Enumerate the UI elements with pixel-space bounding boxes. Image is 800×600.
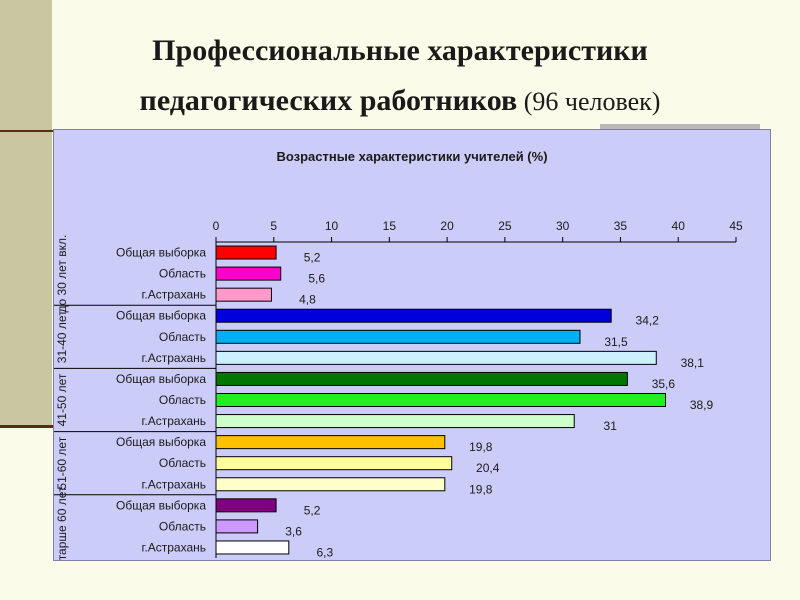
bar-category-label: г.Астрахань — [141, 288, 206, 302]
x-tick-label: 25 — [498, 219, 512, 233]
bar-value-label: 4,8 — [299, 293, 316, 307]
bar-category-label: г.Астрахань — [141, 477, 206, 491]
bar — [215, 371, 628, 386]
x-tick-label: 15 — [383, 219, 397, 233]
bar-category-label: Общая выборка — [116, 372, 206, 386]
slide-title-line2-normal: (96 человек) — [517, 87, 661, 116]
group-label: 41-50 лет — [55, 373, 69, 426]
bar-category-label: Общая выборка — [116, 309, 206, 323]
bar-category-label: Общая выборка — [116, 498, 206, 512]
bar-value-label: 38,9 — [690, 398, 714, 412]
decor-grey-bar — [600, 124, 760, 130]
bar-category-label: г.Астрахань — [141, 351, 206, 365]
slide-title-line1: Профессиональные характеристики — [152, 34, 648, 67]
group-label: 31-40 лет — [55, 310, 69, 363]
bar-category-label: г.Астрахань — [141, 540, 206, 554]
bar-value-label: 5,2 — [304, 251, 321, 265]
bar — [215, 245, 277, 260]
chart-title: Возрастные характеристики учителей (%) — [276, 149, 547, 164]
group-label: 51-60 лет — [55, 436, 69, 489]
bar-category-label: г.Астрахань — [141, 414, 206, 428]
bar-category-label: Общая выборка — [116, 435, 206, 449]
bar — [215, 308, 612, 323]
bar-category-label: Область — [159, 456, 206, 470]
x-tick-label: 35 — [614, 219, 628, 233]
slide-title-line2: педагогических работников (96 человек) — [0, 84, 800, 118]
bar — [215, 329, 581, 344]
bar-category-label: Область — [159, 330, 206, 344]
bar-value-label: 19,8 — [469, 482, 493, 496]
bar-category-label: Область — [159, 267, 206, 281]
bar-value-label: 35,6 — [652, 377, 676, 391]
x-tick-label: 20 — [440, 219, 454, 233]
x-tick-label: 40 — [672, 219, 686, 233]
x-tick-label: 30 — [556, 219, 570, 233]
bar — [215, 477, 446, 492]
slide-title-line2-bold: педагогических работников — [139, 84, 518, 117]
decor-rule-bottom — [0, 425, 53, 428]
decor-rule-top — [0, 130, 53, 132]
bar-value-label: 31 — [604, 419, 618, 433]
bar — [215, 435, 446, 450]
x-tick-label: 0 — [213, 219, 220, 233]
bar-value-label: 5,6 — [308, 272, 325, 286]
left-decor-strip — [0, 0, 52, 427]
x-tick-label: 5 — [270, 219, 277, 233]
bar-value-label: 3,6 — [285, 524, 302, 538]
bar — [215, 456, 453, 471]
bar-category-label: Общая выборка — [116, 246, 206, 260]
bar-value-label: 19,8 — [469, 440, 493, 454]
group-label: старше 60 лет — [55, 486, 69, 560]
bar — [215, 498, 277, 513]
bar — [215, 287, 272, 302]
group-label: до 30 лет вкл. — [55, 235, 69, 313]
bar-value-label: 31,5 — [604, 335, 628, 349]
bar — [215, 519, 259, 534]
bar — [215, 540, 290, 555]
bar — [215, 350, 657, 365]
bar-category-label: Область — [159, 393, 206, 407]
bar-category-label: Область — [159, 519, 206, 533]
bar — [215, 414, 575, 429]
bar-value-label: 34,2 — [636, 314, 660, 328]
bar-value-label: 38,1 — [681, 356, 705, 370]
x-tick-label: 10 — [325, 219, 339, 233]
bar-value-label: 6,3 — [316, 545, 333, 559]
bar-chart: Возрастные характеристики учителей (%) 0 5… — [54, 149, 743, 560]
bar — [215, 393, 667, 407]
bar-value-label: 5,2 — [304, 503, 321, 517]
x-tick-label: 45 — [729, 219, 743, 233]
chart-area: Возрастные характеристики учителей (%) 0 5… — [53, 129, 771, 561]
bar — [215, 266, 282, 281]
bar-value-label: 20,4 — [476, 461, 500, 475]
